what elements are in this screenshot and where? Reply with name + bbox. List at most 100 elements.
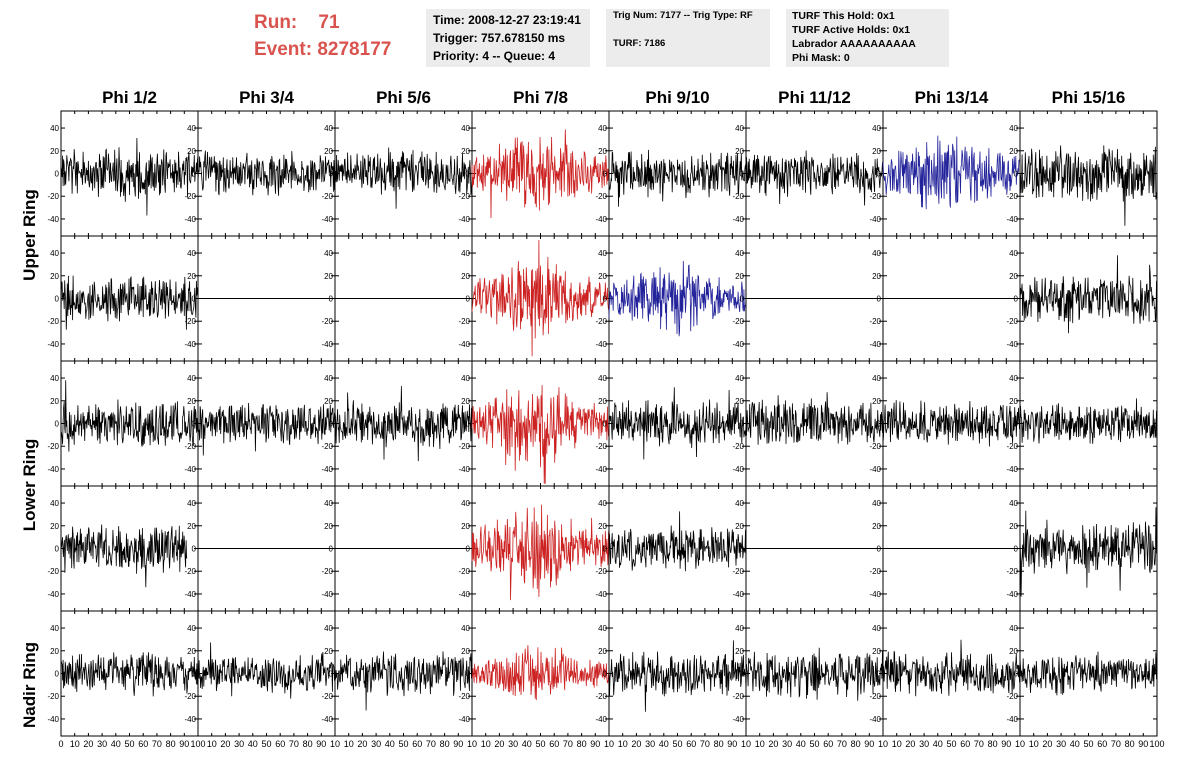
series-line <box>471 504 610 601</box>
y-tick-label: 20 <box>461 397 470 406</box>
panel-r1-c3: -40 -20 0 20 40 <box>321 110 473 237</box>
y-tick-label: -20 <box>321 442 333 451</box>
panel-r3-c1: -40 -20 0 20 40 <box>47 360 199 487</box>
panel-r5-c6: -40 -20 0 20 40 <box>732 610 884 737</box>
y-tick-label: 40 <box>324 624 333 633</box>
y-tick-label: 40 <box>598 499 607 508</box>
y-tick-label: -40 <box>184 340 196 349</box>
y-tick-label: -40 <box>47 465 59 474</box>
y-tick-label: -20 <box>47 567 59 576</box>
time-text: Time: 2008-12-27 23:19:41 <box>433 13 581 27</box>
series-line <box>197 402 336 456</box>
x-tick-label: 30 <box>1056 739 1066 749</box>
y-tick-label: 20 <box>324 522 333 531</box>
x-tick-label: 90 <box>864 739 874 749</box>
y-tick-label: 0 <box>877 670 882 679</box>
panel-r5-c4: -40 -20 0 20 40 <box>458 610 610 737</box>
x-tick-label: 60 <box>686 739 696 749</box>
panel-r2-c2: -40 -20 0 20 40 <box>184 235 336 362</box>
y-tick-label: 0 <box>192 545 197 554</box>
y-tick-label: 0 <box>603 170 608 179</box>
y-tick-label: 40 <box>187 374 196 383</box>
x-tick-label: 30 <box>234 739 244 749</box>
series-line <box>197 642 336 699</box>
series-line <box>882 135 1021 210</box>
y-tick-label: 0 <box>1014 420 1019 429</box>
y-tick-label: 40 <box>1009 249 1018 258</box>
y-tick-label: 20 <box>735 397 744 406</box>
y-tick-label: 0 <box>603 670 608 679</box>
x-tick-label: 20 <box>494 739 504 749</box>
y-tick-label: -20 <box>869 692 881 701</box>
y-tick-label: -40 <box>458 715 470 724</box>
y-tick-label: 40 <box>50 624 59 633</box>
y-tick-label: 40 <box>735 624 744 633</box>
y-tick-label: 0 <box>1014 545 1019 554</box>
y-tick-label: 40 <box>735 499 744 508</box>
panel-r4-c4: -40 -20 0 20 40 <box>458 485 610 612</box>
panel-r4-c2: -40 -20 0 20 40 <box>184 485 336 612</box>
y-tick-label: -40 <box>869 465 881 474</box>
x-tick-label: 50 <box>809 739 819 749</box>
panel-r1-c1: -40 -20 0 20 40 <box>47 110 199 237</box>
x-tick-label: 10 <box>878 739 888 749</box>
y-tick-label: -40 <box>458 215 470 224</box>
series-line <box>745 647 884 701</box>
x-tick-label: 60 <box>960 739 970 749</box>
y-tick-label: -20 <box>1006 317 1018 326</box>
x-tick-label: 70 <box>1111 739 1121 749</box>
y-tick-label: 20 <box>735 647 744 656</box>
y-tick-label: -40 <box>321 715 333 724</box>
y-tick-label: 0 <box>740 670 745 679</box>
y-tick-label: 0 <box>55 545 60 554</box>
y-tick-label: 20 <box>872 397 881 406</box>
y-tick-label: -20 <box>458 317 470 326</box>
y-tick-label: -20 <box>47 442 59 451</box>
y-tick-label: 0 <box>1014 670 1019 679</box>
x-tick-label: 80 <box>303 739 313 749</box>
x-tick-label: 20 <box>768 739 778 749</box>
y-tick-label: 0 <box>740 295 745 304</box>
x-tick-label: 60 <box>823 739 833 749</box>
y-tick-label: -40 <box>184 715 196 724</box>
y-tick-label: 40 <box>598 374 607 383</box>
phi-mask-text: Phi Mask: 0 <box>792 52 850 64</box>
y-tick-label: 40 <box>50 249 59 258</box>
panel-r1-c7: -40 -20 0 20 40 <box>869 110 1021 237</box>
y-tick-label: -40 <box>732 215 744 224</box>
x-tick-label: 60 <box>412 739 422 749</box>
x-tick-label: 40 <box>111 739 121 749</box>
y-tick-label: -40 <box>1006 465 1018 474</box>
y-tick-label: 40 <box>461 124 470 133</box>
series-line <box>608 149 747 207</box>
y-tick-label: 20 <box>1009 647 1018 656</box>
y-tick-label: -40 <box>458 465 470 474</box>
y-tick-label: -40 <box>869 715 881 724</box>
y-tick-label: -20 <box>184 192 196 201</box>
panel-r5-c2: -40 -20 0 20 40 <box>184 610 336 737</box>
y-tick-label: -40 <box>47 590 59 599</box>
y-tick-label: -20 <box>1006 692 1018 701</box>
y-tick-label: -40 <box>869 215 881 224</box>
y-tick-label: 0 <box>877 420 882 429</box>
y-tick-label: -40 <box>321 465 333 474</box>
y-tick-label: -20 <box>869 442 881 451</box>
y-tick-label: 40 <box>187 624 196 633</box>
y-tick-label: -40 <box>458 340 470 349</box>
panel-r4-c3: -40 -20 0 20 40 <box>321 485 473 612</box>
series-line <box>471 239 610 357</box>
x-tick-label: 10 <box>1015 739 1025 749</box>
y-tick-label: -20 <box>458 442 470 451</box>
panel-r3-c3: -40 -20 0 20 40 <box>321 360 473 487</box>
series-line <box>1019 145 1158 226</box>
trig-num-text: Trig Num: 7177 -- Trig Type: RF <box>613 10 753 21</box>
y-tick-label: -20 <box>458 567 470 576</box>
y-tick-label: 40 <box>598 124 607 133</box>
x-tick-label: 10 <box>344 739 354 749</box>
y-tick-label: 0 <box>466 670 471 679</box>
x-tick-label: 10 <box>467 739 477 749</box>
x-tick-label: 20 <box>357 739 367 749</box>
y-tick-label: -40 <box>869 340 881 349</box>
y-tick-label: 20 <box>598 647 607 656</box>
y-tick-label: 20 <box>872 647 881 656</box>
